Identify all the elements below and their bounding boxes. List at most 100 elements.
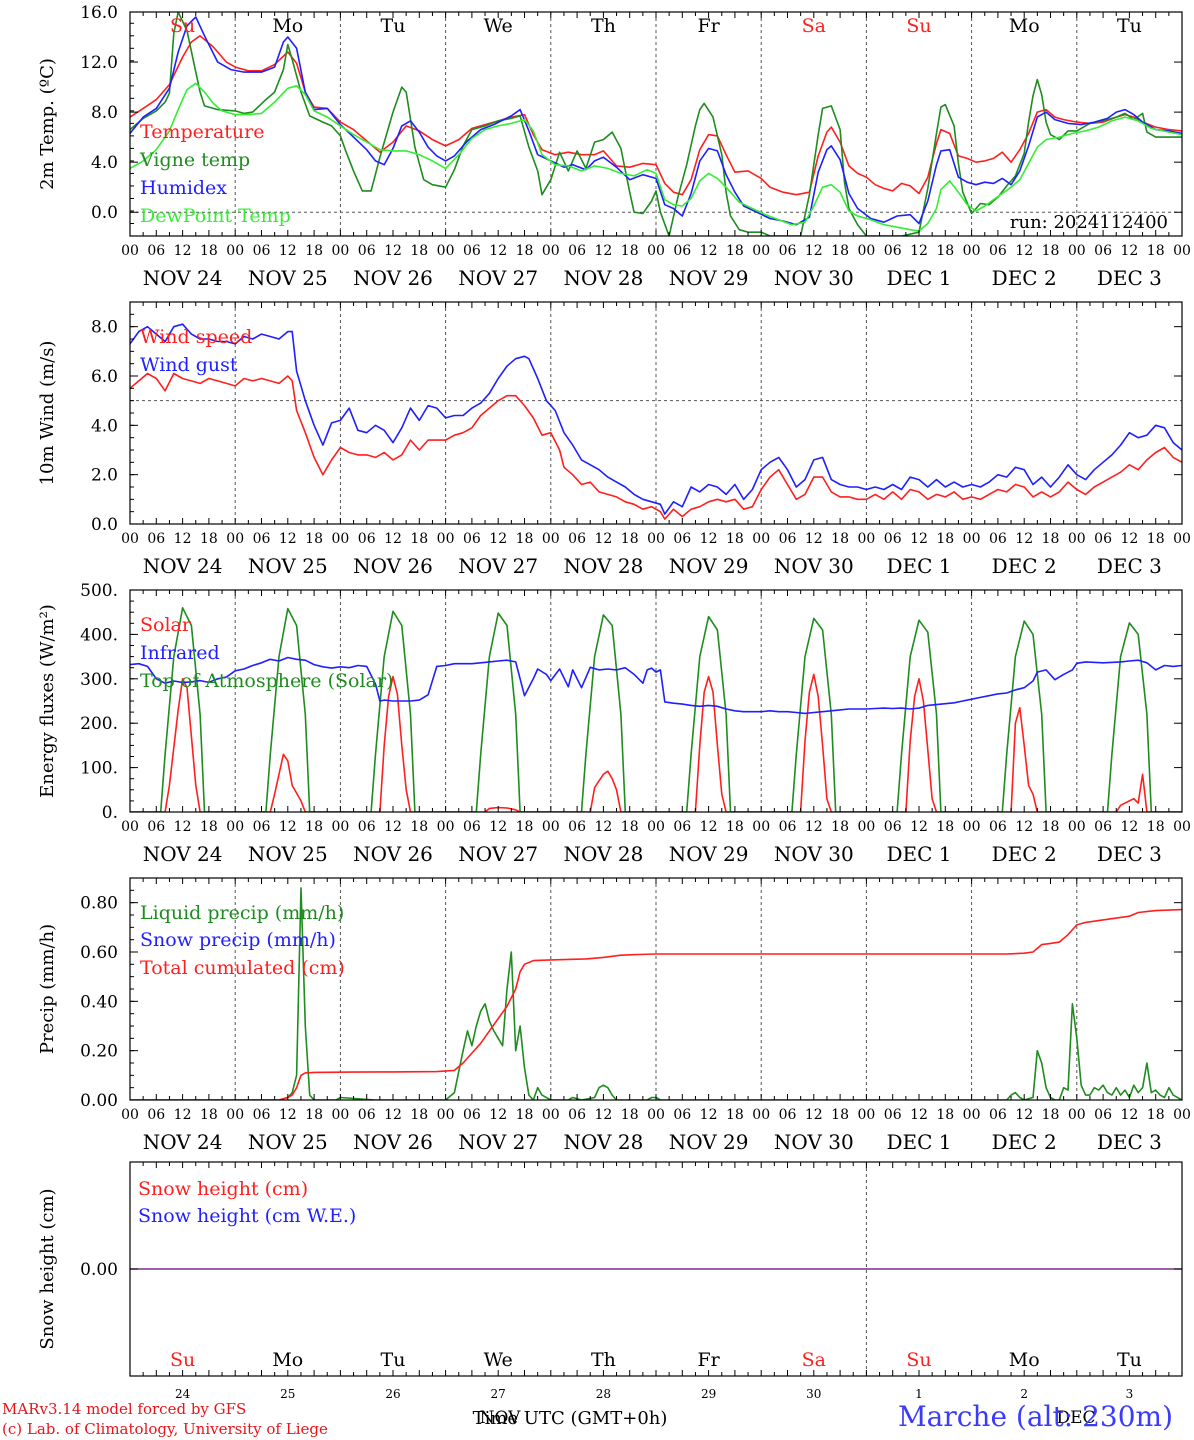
- date-label: NOV 24: [143, 1130, 223, 1154]
- hour-tick-label: 12: [1120, 243, 1138, 259]
- hour-tick-label: 06: [463, 1107, 481, 1123]
- hour-tick-label: 06: [253, 531, 271, 547]
- day-number-label: 27: [491, 1387, 506, 1401]
- legend-wind-speed: Wind speed: [140, 326, 252, 348]
- day-number-label: 24: [175, 1387, 191, 1401]
- legend-humidex: Humidex: [140, 177, 227, 199]
- hour-tick-label: 00: [963, 819, 981, 835]
- hour-tick-label: 00: [331, 531, 349, 547]
- y-tick-label: 0.00: [80, 1260, 118, 1280]
- hour-tick-label: 12: [384, 531, 402, 547]
- y-tick-label: 4.0: [91, 416, 118, 436]
- legend-top-of-atmosphere-solar-: Top of Atmosphere (Solar): [140, 670, 393, 692]
- hour-tick-label: 18: [726, 1107, 744, 1123]
- weekday-label-top: Mo: [1009, 15, 1040, 37]
- hour-tick-label: 06: [358, 531, 376, 547]
- weekday-label-top: We: [484, 15, 513, 37]
- date-label: DEC 3: [1097, 1130, 1162, 1154]
- hour-tick-label: 18: [726, 243, 744, 259]
- hour-tick-label: 12: [279, 819, 297, 835]
- hour-tick-label: 18: [1147, 1107, 1165, 1123]
- hour-tick-label: 12: [1120, 1107, 1138, 1123]
- y-tick-label: 8.0: [91, 103, 118, 123]
- hour-tick-label: 00: [226, 531, 244, 547]
- date-label: NOV 30: [774, 554, 854, 578]
- hour-tick-label: 18: [200, 819, 218, 835]
- y-tick-label: 300.: [80, 670, 118, 690]
- series-total-cumulated-cm-: [130, 908, 1182, 1100]
- hour-tick-label: 06: [358, 819, 376, 835]
- y-tick-label: 0.0: [91, 515, 118, 535]
- hour-tick-label: 00: [226, 819, 244, 835]
- date-label: DEC 2: [992, 842, 1057, 866]
- hour-tick-label: 06: [253, 1107, 271, 1123]
- hour-tick-label: 12: [1015, 1107, 1033, 1123]
- hour-tick-label: 18: [410, 531, 428, 547]
- hour-tick-label: 00: [1068, 819, 1086, 835]
- hour-tick-label: 00: [542, 819, 560, 835]
- series-wind-speed: [130, 372, 1182, 520]
- hour-tick-label: 18: [831, 819, 849, 835]
- hour-tick-label: 00: [647, 1107, 665, 1123]
- hour-tick-label: 18: [621, 819, 639, 835]
- hour-tick-label: 06: [884, 531, 902, 547]
- legend-snow-precip-mm-h-: Snow precip (mm/h): [140, 929, 336, 951]
- day-number-label: 29: [701, 1387, 716, 1401]
- hour-tick-label: 12: [384, 1107, 402, 1123]
- hour-tick-label: 12: [805, 1107, 823, 1123]
- series-vigne-temp: [130, 12, 1182, 236]
- hour-tick-label: 06: [253, 819, 271, 835]
- weekday-label-top: Sa: [802, 15, 826, 37]
- hour-tick-label: 12: [384, 819, 402, 835]
- hour-tick-label: 06: [884, 1107, 902, 1123]
- weekday-label-bottom: Mo: [1009, 1349, 1040, 1371]
- hour-tick-label: 12: [594, 1107, 612, 1123]
- hour-tick-label: 00: [437, 1107, 455, 1123]
- hour-tick-label: 06: [253, 243, 271, 259]
- hour-tick-label: 00: [963, 243, 981, 259]
- hour-tick-label: 12: [594, 531, 612, 547]
- hour-tick-label: 00: [963, 1107, 981, 1123]
- hour-tick-label: 18: [516, 1107, 534, 1123]
- y-tick-label: 16.0: [80, 3, 118, 23]
- hour-tick-label: 18: [410, 243, 428, 259]
- hour-tick-label: 06: [1094, 531, 1112, 547]
- date-label: NOV 30: [774, 842, 854, 866]
- hour-tick-label: 18: [1042, 819, 1060, 835]
- hour-tick-label: 00: [752, 1107, 770, 1123]
- hour-tick-label: 12: [279, 531, 297, 547]
- date-label: NOV 28: [564, 554, 644, 578]
- legend-vigne-temp: Vigne temp: [139, 149, 250, 171]
- panel-energy: 0. 100. 200. 300. 400. 500. Energy fluxes (W/m…: [37, 581, 1191, 866]
- hour-tick-label: 18: [726, 819, 744, 835]
- hour-tick-label: 18: [305, 243, 323, 259]
- date-label: NOV 28: [564, 842, 644, 866]
- panel-precip: 0.00 0.20 0.40 0.60 0.80 Precip (mm/h) Liquid …: [37, 877, 1191, 1154]
- date-label: DEC 3: [1097, 842, 1162, 866]
- panel-temperature: 0.0 4.0 8.0 12.0 16.0 2m Temp. (ºC) Temperatur…: [37, 3, 1191, 290]
- hour-tick-label: 06: [568, 819, 586, 835]
- hour-tick-label: 00: [331, 243, 349, 259]
- y-axis-label: 10m Wind (m/s): [37, 341, 58, 486]
- date-label: DEC 2: [992, 554, 1057, 578]
- hour-tick-label: 00: [121, 1107, 139, 1123]
- hour-tick-label: 06: [673, 243, 691, 259]
- y-tick-label: 0.20: [80, 1042, 118, 1062]
- y-axis-label: Energy fluxes (W/m²): [37, 604, 58, 798]
- hour-tick-label: 18: [1042, 243, 1060, 259]
- weekday-label-top: Tu: [381, 15, 406, 37]
- y-tick-label: 200.: [80, 714, 118, 734]
- series-temperature: [130, 35, 1182, 196]
- x-axis-title: Time UTC (GMT+0h): [473, 1408, 668, 1429]
- date-label: NOV 26: [353, 1130, 433, 1154]
- weekday-label-top: Th: [591, 15, 616, 37]
- date-label: NOV 27: [458, 554, 538, 578]
- hour-tick-label: 00: [1173, 243, 1191, 259]
- y-tick-label: 4.0: [91, 153, 118, 173]
- y-tick-label: 0.80: [80, 894, 118, 914]
- series-top-of-atmosphere-solar-: [130, 607, 1182, 812]
- series-dewpoint-temp: [130, 82, 1182, 232]
- weekday-label-bottom: We: [484, 1349, 513, 1371]
- y-tick-label: 0.40: [80, 992, 118, 1012]
- hour-tick-label: 12: [489, 819, 507, 835]
